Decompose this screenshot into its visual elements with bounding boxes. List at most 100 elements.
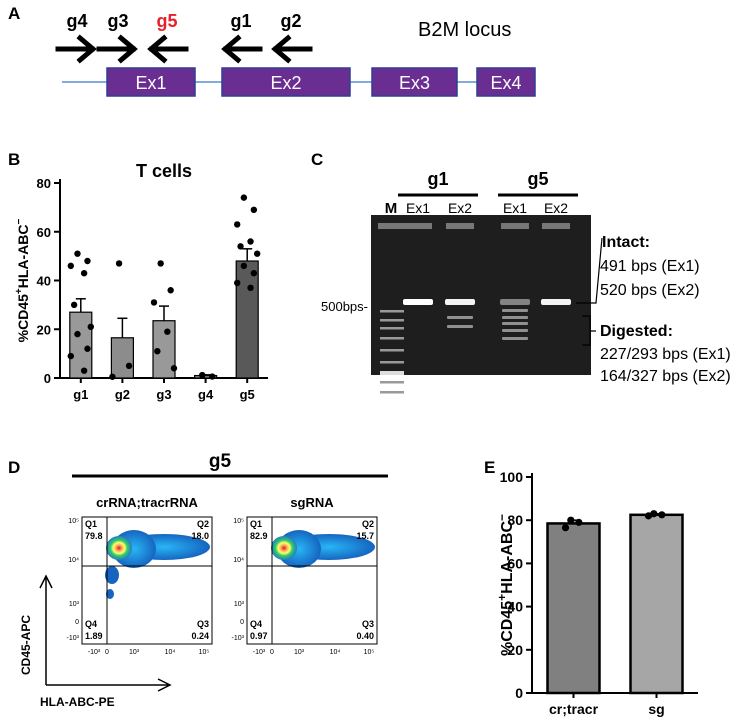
x-tick-label: g4 bbox=[198, 387, 214, 402]
x-axis-arrow-icon bbox=[46, 678, 172, 692]
density-core bbox=[106, 536, 132, 560]
guide-arrow-icon bbox=[96, 34, 138, 64]
panel-label-b: B bbox=[8, 150, 21, 169]
data-point bbox=[157, 260, 164, 267]
density-cloud bbox=[105, 566, 119, 584]
data-point bbox=[250, 269, 258, 277]
guide-arrow-icon bbox=[221, 34, 263, 64]
gel-band-digested bbox=[447, 316, 473, 319]
data-point bbox=[84, 345, 91, 352]
gel-well bbox=[404, 223, 432, 229]
flow-title: g5 bbox=[209, 451, 232, 472]
data-point bbox=[247, 238, 254, 245]
gel-band-digested bbox=[447, 325, 473, 328]
guide-label-g2: g2 bbox=[280, 11, 301, 31]
x-tick-label: g5 bbox=[240, 387, 255, 402]
flow-x-tick: 10⁵ bbox=[199, 649, 210, 656]
data-point bbox=[240, 194, 248, 201]
gel-band-digested bbox=[502, 316, 528, 319]
data-point bbox=[658, 511, 666, 519]
y-tick-label: 100 bbox=[500, 469, 524, 485]
y-tick-label: 60 bbox=[37, 225, 51, 240]
gel-image bbox=[371, 215, 591, 375]
panel-c-gel: g1 g5 M Ex1 Ex2 Ex1 Ex2 500bps- Intact: 491 bps (… bbox=[321, 169, 731, 394]
gel-well bbox=[446, 223, 474, 229]
guide-arrow-icon bbox=[55, 34, 97, 64]
quadrant-label: Q4 bbox=[85, 619, 97, 629]
ladder-band bbox=[380, 381, 404, 384]
y-axis-arrow-icon bbox=[39, 574, 53, 685]
x-tick-label: sg bbox=[648, 701, 664, 717]
data-point bbox=[74, 250, 81, 257]
quadrant-label: Q1 bbox=[85, 519, 97, 529]
chart-title: T cells bbox=[136, 161, 192, 181]
exon-box-4 bbox=[476, 67, 536, 97]
data-point bbox=[234, 279, 241, 287]
gel-band-digested bbox=[502, 337, 528, 340]
flow-x-tick: 0 bbox=[270, 649, 274, 656]
data-point bbox=[644, 512, 653, 520]
data-point bbox=[234, 221, 241, 228]
flow-y-tick: 10⁵ bbox=[68, 518, 79, 525]
flow-plot-title: crRNA;tracrRNA bbox=[96, 495, 198, 510]
data-point bbox=[567, 516, 575, 524]
data-point bbox=[67, 352, 75, 360]
y-tick-label: 20 bbox=[507, 642, 523, 658]
quadrant-value-q3: 0.40 bbox=[356, 631, 374, 641]
bar-sg bbox=[629, 513, 684, 695]
quadrant-label: Q4 bbox=[250, 619, 262, 629]
locus-title: B2M locus bbox=[418, 19, 511, 41]
bar-g5 bbox=[235, 260, 259, 379]
data-point bbox=[561, 524, 570, 532]
quadrant-value-q4: 0.97 bbox=[250, 631, 268, 641]
gel-well bbox=[378, 223, 406, 229]
digested-line: 164/327 bps (Ex2) bbox=[600, 368, 731, 385]
quadrant-label: Q3 bbox=[197, 619, 209, 629]
data-point bbox=[70, 301, 78, 309]
y-tick-label: 40 bbox=[507, 599, 523, 615]
data-point bbox=[250, 206, 258, 214]
gel-band-digested bbox=[502, 329, 528, 332]
flow-x-tick: 10⁵ bbox=[364, 649, 375, 656]
x-tick-label: g1 bbox=[73, 387, 88, 402]
quadrant-label: Q1 bbox=[250, 519, 262, 529]
gel-band-digested bbox=[502, 322, 528, 325]
digested-title: Digested: bbox=[600, 323, 673, 340]
exon-box-3 bbox=[371, 67, 458, 97]
y-tick-label: 20 bbox=[37, 322, 51, 337]
quadrant-value-q2: 15.7 bbox=[356, 531, 374, 541]
data-point bbox=[87, 323, 95, 331]
gel-well bbox=[542, 223, 570, 229]
marker-lane-label: M bbox=[385, 200, 398, 217]
ladder-band bbox=[380, 361, 404, 364]
flow-x-tick: 10⁴ bbox=[165, 649, 176, 656]
flow-y-tick: 10⁴ bbox=[68, 557, 79, 564]
ladder-band bbox=[380, 371, 404, 375]
gel-band-intact bbox=[541, 299, 571, 305]
digested-bracket bbox=[582, 315, 596, 346]
flow-y-tick: 10⁴ bbox=[233, 557, 244, 564]
x-tick-label: cr;tracr bbox=[549, 701, 599, 717]
quadrant-label: Q3 bbox=[362, 619, 374, 629]
panel-label-e: E bbox=[484, 458, 496, 477]
intact-line: 520 bps (Ex2) bbox=[600, 282, 700, 299]
data-point bbox=[150, 299, 158, 306]
data-point bbox=[209, 373, 216, 380]
guide-label-g1: g1 bbox=[230, 11, 251, 31]
data-point bbox=[240, 262, 248, 270]
data-point bbox=[154, 347, 161, 355]
y-tick-label: 80 bbox=[507, 512, 523, 528]
lane-label: Ex2 bbox=[544, 200, 568, 216]
quadrant-value-q1: 82.9 bbox=[250, 531, 268, 541]
flow-y-tick: 10³ bbox=[234, 601, 245, 608]
guide-label-g4: g4 bbox=[66, 11, 87, 31]
y-axis-label: %CD45+HLA-ABC− bbox=[495, 514, 516, 656]
intact-title: Intact: bbox=[602, 234, 650, 251]
data-point bbox=[80, 367, 88, 374]
data-point bbox=[164, 328, 171, 335]
flow-x-axis-label: HLA-ABC-PE bbox=[40, 695, 115, 709]
guide-arrow-icon bbox=[271, 34, 313, 64]
intact-pointer-line bbox=[576, 237, 603, 304]
y-tick-label: 0 bbox=[44, 371, 51, 386]
ladder-band bbox=[380, 327, 404, 330]
